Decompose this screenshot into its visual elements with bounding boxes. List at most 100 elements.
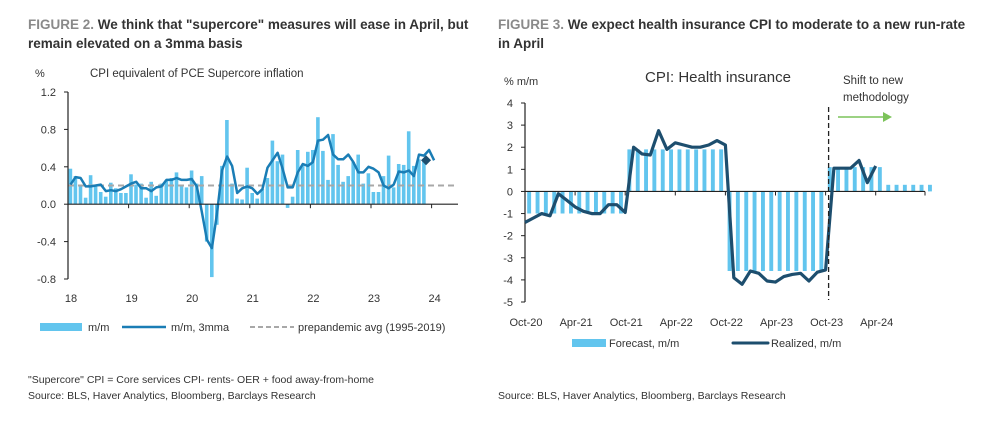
bar-forecast [560,191,565,214]
bar-mm [194,183,199,205]
bar-mm [386,155,391,205]
bar-mm [103,196,108,205]
figure-2-source: Source: BLS, Haver Analytics, Bloomberg,… [28,390,316,402]
bar-forecast [769,191,774,271]
bar-forecast [577,191,582,214]
bar-mm [98,192,103,205]
bar-mm [129,174,133,205]
bar-mm [265,178,270,205]
left-bar-series [68,117,426,278]
bar-mm [154,195,158,205]
bar-forecast [719,149,724,192]
y-tick-label: 3 [507,120,513,132]
bar-mm [326,179,330,205]
y-tick-label: 1 [507,164,513,176]
left-chart-title: CPI equivalent of PCE Supercore inflatio… [90,68,304,80]
bar-mm [316,117,320,205]
x-tick-label: Oct-20 [509,317,542,329]
line-realized [524,128,878,286]
bar-forecast [585,191,590,214]
figure-3-notes: Source: BLS, Haver Analytics, Bloomberg,… [498,388,786,404]
y-tick-label: -3 [503,253,513,265]
bar-mm [83,197,88,205]
bar-forecast [669,149,673,192]
bar-mm [356,154,360,205]
bar-forecast [852,167,857,192]
y-tick-label: 0.0 [41,199,56,211]
y-tick-label: 4 [507,98,513,110]
x-tick-label: 20 [186,293,198,305]
bar-forecast [919,184,924,192]
bar-mm [371,192,376,205]
x-tick-label: 23 [368,293,380,305]
left-3mma-series [69,133,436,250]
legend-label-prepandemic: prepandemic avg (1995-2019) [298,322,445,334]
y-tick-label: -0.4 [37,237,56,249]
bar-forecast [802,191,807,271]
right-realized-series [524,128,878,286]
legend-swatch-mm [40,323,82,331]
bar-forecast [811,191,815,271]
bar-forecast [777,191,782,271]
bar-mm [270,140,275,205]
bar-mm [240,199,244,205]
bar-mm [164,179,169,205]
y-tick-label: -4 [503,275,513,287]
annotation-line2: methodology [843,92,909,104]
bar-mm [114,188,118,205]
bar-forecast [660,149,665,192]
bar-forecast [527,191,532,214]
figure-2-number: FIGURE 2. [28,17,95,32]
y-tick-label: -2 [503,231,513,243]
legend-label-forecast: Forecast, m/m [609,338,679,350]
bar-forecast [877,167,882,192]
bar-mm [139,183,143,205]
y-tick-label: 0 [507,186,513,198]
y-tick-label: 2 [507,142,513,154]
bar-forecast [869,167,874,192]
x-tick-label: 19 [125,293,137,305]
bar-mm [230,183,234,205]
bar-forecast [761,191,765,271]
bar-forecast [710,149,715,192]
bar-forecast [894,184,899,192]
figure-3-number: FIGURE 3. [498,17,565,32]
bar-mm [260,189,265,205]
x-tick-label: Oct-22 [710,317,743,329]
bar-mm [331,134,335,205]
bar-forecast [928,184,932,192]
y-tick-label: 0.8 [41,124,56,136]
bar-mm [204,204,209,242]
bar-mm [306,151,310,205]
bar-forecast [619,191,623,214]
left-axes [67,92,458,279]
bar-mm [124,193,128,205]
bar-forecast [644,149,648,192]
bar-forecast [752,191,757,271]
figure-2-title: FIGURE 2. We think that "supercore" meas… [28,15,498,53]
bar-mm [417,159,421,205]
bar-mm [321,150,325,205]
bar-forecast [694,149,699,192]
bar-forecast [844,167,849,192]
bar-forecast [685,149,690,192]
bar-mm [189,170,194,205]
x-tick-label: Apr-22 [660,317,693,329]
x-tick-label: Apr-24 [860,317,893,329]
bar-forecast [594,191,598,214]
figure-2-heading: We think that "supercore" measures will … [28,17,469,51]
bar-forecast [535,191,540,214]
right-y-unit-label: % m/m [504,76,538,88]
bar-forecast [652,149,657,192]
bar-mm [396,164,401,205]
bar-mm [275,161,280,205]
bar-mm [381,176,386,205]
bar-forecast [819,191,824,271]
bar-mm [159,183,164,205]
bar-forecast [861,167,866,192]
bar-mm [406,131,411,205]
methodology-arrow-icon [838,112,892,122]
x-tick-label: Apr-21 [560,317,593,329]
bar-forecast [677,149,682,192]
bar-forecast [911,184,916,192]
